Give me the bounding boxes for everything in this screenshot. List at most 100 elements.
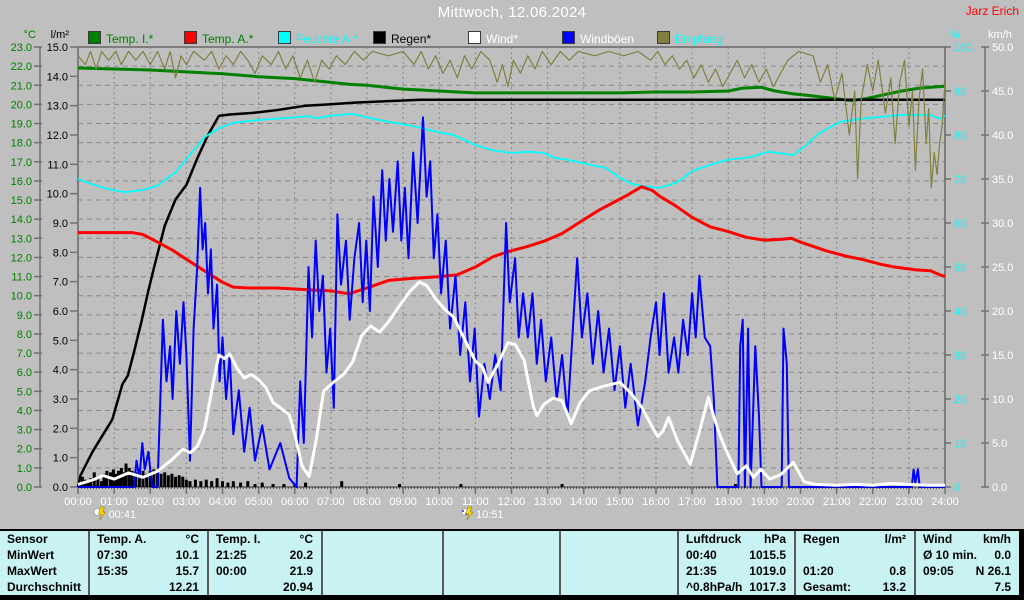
rain-interval-bar: [204, 479, 208, 487]
table-row: Regen l/m²: [796, 532, 914, 547]
rain-interval-bar: [215, 478, 219, 487]
rain-interval-bar: [459, 484, 463, 487]
axis-tick-label: 50: [954, 262, 966, 274]
legend-swatch: [184, 31, 197, 44]
axis-tick-label: 13.0: [47, 101, 68, 113]
table-row: MaxWert: [0, 564, 88, 579]
table-cell-right: 1015.5: [749, 548, 786, 562]
axis-tick-label: 17.0: [11, 157, 32, 169]
table-cell-right: l/m²: [884, 532, 906, 546]
table-cell-right: 1019.0: [749, 564, 786, 578]
x-axis-time-label: 10:00: [425, 496, 453, 508]
rain-interval-bar: [116, 470, 120, 487]
table-row: [561, 564, 677, 579]
axis-tick-label: 11.0: [11, 272, 32, 284]
rain-interval-bar: [152, 469, 156, 487]
axis-tick-label: 13.0: [11, 233, 32, 245]
axis-tick-label: 4.0: [17, 405, 32, 417]
table-cell-right: 20.2: [289, 548, 313, 562]
x-axis-time-label: 24:00: [931, 496, 959, 508]
rain-interval-bar: [163, 472, 167, 487]
axis-tick-label: 15.0: [11, 195, 32, 207]
axis-tick-label: 5.0: [53, 335, 68, 347]
table-row: [561, 548, 677, 563]
x-axis-time-label: 02:00: [136, 496, 164, 508]
axis-tick-label: 3.0: [53, 394, 68, 406]
axis-tick-label: 7.0: [17, 348, 32, 360]
table-cell-right: °C: [299, 532, 313, 546]
x-axis-time-label: 17:00: [678, 496, 706, 508]
table-cell-left: Durchschnitt: [7, 580, 82, 594]
x-axis-time-label: 09:00: [389, 496, 417, 508]
summary-table-area: Sensor MinWert MaxWert Durchschnitt Temp. A.…: [0, 529, 1024, 600]
rain-interval-bar: [181, 476, 185, 487]
rain-interval-bar: [145, 473, 149, 487]
rain-interval-bar: [86, 482, 90, 487]
table-row: [323, 564, 442, 579]
axis-tick-label: 80: [954, 130, 966, 142]
legend-item-3: Feuchte A.*: [278, 30, 358, 46]
axis-tick-label: 9.0: [53, 218, 68, 230]
table-row: 01:20 0.8: [796, 564, 914, 579]
table-row: MinWert: [0, 548, 88, 563]
table-cell-right: hPa: [763, 532, 786, 546]
table-column-sensor: Sensor MinWert MaxWert Durchschnitt: [0, 531, 88, 595]
axis-tick-label: 70: [954, 174, 966, 186]
event-marker-time: 00:41: [109, 509, 137, 521]
rain-interval-bar: [282, 484, 286, 487]
axis-tick-label: 15.0: [47, 42, 68, 54]
x-axis-time-label: 14:00: [570, 496, 598, 508]
table-row: Wind km/h: [916, 532, 1019, 547]
axis-tick-label: 0.0: [53, 482, 68, 494]
table-cell-right: N 26.1: [975, 564, 1011, 578]
axis-tick-label: 6.0: [17, 367, 32, 379]
axis-tick-label: 20: [954, 394, 966, 406]
x-axis-time-label: 12:00: [498, 496, 526, 508]
table-row: Sensor: [0, 532, 88, 547]
axis-tick-label: 21.0: [11, 80, 32, 92]
table-row: 21:35 1019.0: [679, 564, 794, 579]
axis-tick-label: 22.0: [11, 61, 32, 73]
axis-tick-label: 3.0: [17, 425, 32, 437]
rain-interval-bar: [199, 481, 203, 487]
legend-item-2: Temp. A.*: [184, 30, 253, 46]
rain-interval-bar: [122, 472, 126, 487]
table-cell-left: MinWert: [7, 548, 55, 562]
axis-tick-label: 23.0: [11, 42, 32, 54]
table-row: [444, 564, 559, 579]
table-row: 09:05 N 26.1: [916, 564, 1019, 579]
table-column-empty: [442, 531, 559, 595]
axis-tick-label: 16.0: [11, 176, 32, 188]
table-cell-right: 0.8: [889, 564, 906, 578]
x-axis-time-label: 19:00: [751, 496, 779, 508]
axis-tick-label: 12.0: [47, 130, 68, 142]
x-axis-time-label: 13:00: [534, 496, 562, 508]
table-row: Gesamt: 13.2: [796, 580, 914, 595]
event-marker-time: 10:51: [476, 509, 504, 521]
series-line-4: [78, 185, 946, 296]
axis-tick-label: 10.0: [992, 394, 1013, 406]
table-row: Ø 10 min. 0.0: [916, 548, 1019, 563]
rain-interval-bar: [109, 472, 113, 487]
lightning-marker-icon: [465, 506, 474, 521]
table-row: [323, 532, 442, 547]
x-axis-time-label: 18:00: [714, 496, 742, 508]
series-line-3: [77, 113, 946, 194]
axis-tick-label: 4.0: [53, 365, 68, 377]
table-row: [323, 580, 442, 595]
chart-legend: Temp. I.* Temp. A.* Feuchte A.* Regen* Wind*…: [0, 0, 1024, 46]
table-row: [323, 548, 442, 563]
table-cell-right: °C: [185, 532, 199, 546]
axis-tick-label: 20.0: [11, 99, 32, 111]
rain-interval-bar: [231, 481, 235, 487]
rain-interval-bar: [114, 473, 118, 487]
x-axis-time-label: 22:00: [859, 496, 887, 508]
axis-tick-label: 5.0: [17, 386, 32, 398]
axis-tick-label: 30: [954, 350, 966, 362]
legend-swatch: [468, 31, 481, 44]
rain-interval-bar: [260, 482, 264, 487]
rain-interval-bar: [89, 478, 93, 487]
rain-interval-bar: [239, 482, 243, 487]
axis-tick-label: 0.0: [17, 482, 32, 494]
axis-tick-label: 19.0: [11, 119, 32, 131]
